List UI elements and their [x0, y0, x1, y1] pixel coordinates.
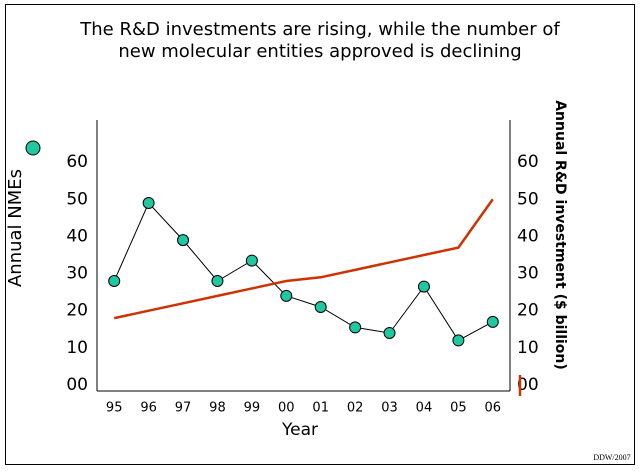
x-axis-label: Year — [281, 420, 318, 440]
data-point — [417, 280, 430, 293]
x-tick-label: 02 — [347, 401, 364, 416]
y2-tick-label: 00 — [517, 375, 539, 395]
x-tick-label: 03 — [381, 401, 398, 416]
x-tick-label: 04 — [416, 401, 433, 416]
footer: DDW/2007 — [593, 453, 630, 462]
y2-tick-label: 50 — [517, 189, 539, 209]
y-tick-label: 10 — [66, 338, 88, 358]
y2-tick-label: 40 — [517, 226, 539, 246]
y-tick-label: 40 — [66, 226, 88, 246]
y-tick-label: 60 — [66, 152, 88, 172]
y2-tick-label: 60 — [517, 152, 539, 172]
slide-frame — [5, 4, 635, 465]
x-tick-label: 00 — [278, 401, 295, 416]
y-tick-label: 20 — [66, 301, 88, 321]
y-tick-label: 50 — [66, 189, 88, 209]
x-tick-label: 95 — [106, 401, 123, 416]
data-point — [142, 197, 155, 209]
x-tick-label: 97 — [175, 401, 192, 416]
data-point — [383, 327, 396, 339]
x-tick-label: 05 — [450, 401, 467, 416]
data-point — [486, 315, 499, 328]
x-tick-label: 01 — [312, 401, 329, 416]
y2-tick-label: 10 — [517, 338, 539, 358]
y2-tick-label: 20 — [517, 301, 539, 321]
y-axis-label: Annual NMEs — [5, 169, 26, 287]
y2-tick-label: 30 — [517, 264, 539, 284]
x-tick-label: 98 — [209, 401, 226, 416]
series-line — [113, 202, 494, 342]
legend-marker — [25, 140, 41, 156]
data-point — [108, 275, 121, 287]
x-tick-label: 06 — [485, 401, 502, 416]
chart-title: The R&D investments are rising, while th… — [79, 19, 560, 40]
x-tick-label: 96 — [140, 401, 157, 416]
x-tick-label: 99 — [244, 401, 261, 416]
y-tick-label: 00 — [66, 375, 88, 395]
series-line — [113, 198, 494, 320]
data-point — [245, 254, 258, 267]
y-tick-label: 30 — [66, 264, 88, 284]
data-point — [280, 289, 293, 302]
data-point — [177, 234, 190, 247]
data-point — [314, 301, 327, 313]
data-point — [452, 334, 465, 347]
data-point — [349, 321, 362, 334]
chart-title: new molecular entities approved is decli… — [118, 41, 521, 62]
y2-axis-label: Annual R&D investment ($ billion) — [552, 100, 568, 370]
data-point — [211, 275, 224, 287]
